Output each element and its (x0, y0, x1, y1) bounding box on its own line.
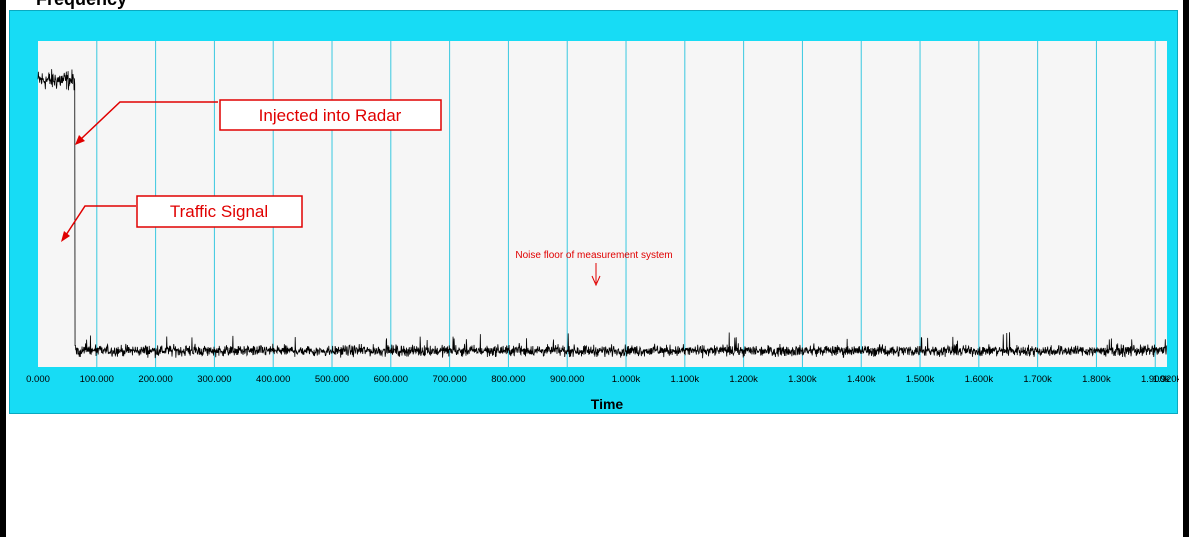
tick-layer: 0.000 100.000 200.000 300.000 400.000 500.000… (26, 374, 1179, 385)
x-tick-label: 1.200k (729, 374, 758, 385)
x-tick-label: 1.100k (671, 374, 700, 385)
window-border-left (0, 0, 6, 537)
trace-layer (37, 69, 1168, 359)
x-tick-label: 600.000 (374, 374, 408, 385)
x-tick-label: 900.000 (550, 374, 584, 385)
x-tick-label: 1.600k (965, 374, 994, 385)
x-tick-label: 200.000 (138, 374, 172, 385)
chart-frame: 0.000 100.000 200.000 300.000 400.000 500.000… (9, 10, 1179, 414)
x-tick-label: 400.000 (256, 374, 290, 385)
x-tick-label: 1.800k (1082, 374, 1111, 385)
annotation-traffic-leader (65, 205, 136, 236)
annotation-injected-arrowhead (75, 135, 85, 145)
window-border-right (1183, 0, 1189, 537)
x-tick-label: 1.300k (788, 374, 817, 385)
annotation-noise-floor-text: Noise floor of measurement system (515, 250, 672, 261)
annotation-traffic-arrowhead (61, 231, 70, 242)
x-tick-label: 1.400k (847, 374, 876, 385)
x-tick-label: 100.000 (80, 374, 114, 385)
x-tick-label: 500.000 (315, 374, 349, 385)
window-title: Frequency (36, 0, 127, 10)
x-tick-label: 800.000 (491, 374, 525, 385)
title-strip: Frequency (6, 0, 1183, 10)
annotation-noise-floor: Noise floor of measurement system (515, 250, 673, 287)
annotation-noise-floor-arrowhead (591, 275, 601, 287)
x-tick-label: 1.000k (612, 374, 641, 385)
x-tick-label: 1.500k (906, 374, 935, 385)
x-tick-label: 1.920k (1153, 374, 1179, 385)
x-tick-label: 1.900k (1141, 374, 1170, 385)
x-tick-label: 1.700k (1023, 374, 1052, 385)
x-tick-label: 300.000 (197, 374, 231, 385)
annotation-traffic-box (136, 195, 303, 228)
annotation-injected-leader (80, 101, 218, 140)
annotation-injected-box (219, 99, 442, 131)
annotation-traffic: Traffic Signal (61, 195, 303, 242)
annotation-injected-text: Injected into Radar (259, 106, 402, 125)
x-tick-label: 0.000 (26, 374, 50, 385)
grid-layer (96, 41, 1156, 367)
annotation-injected: Injected into Radar (75, 99, 442, 145)
x-axis-label: Time (591, 396, 624, 412)
x-tick-label: 700.000 (432, 374, 466, 385)
annotation-traffic-text: Traffic Signal (170, 202, 268, 221)
chart-svg: 0.000 100.000 200.000 300.000 400.000 500.000… (26, 41, 1179, 412)
series-trace (37, 69, 1168, 359)
